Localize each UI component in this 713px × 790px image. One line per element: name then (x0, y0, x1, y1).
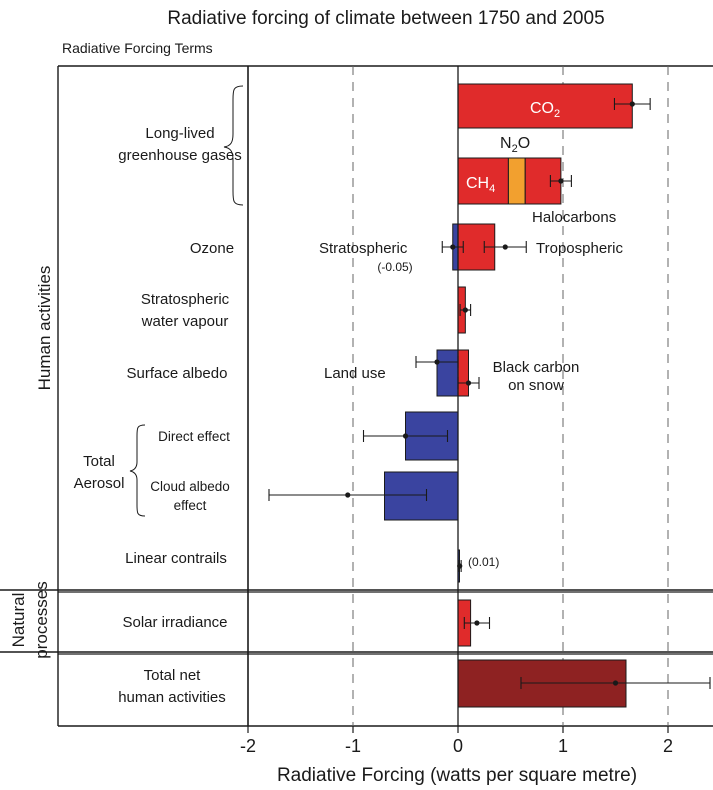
row-label-strat-water-2: water vapour (141, 313, 229, 330)
row-label-net-2: human activities (118, 689, 226, 706)
co2-label: CO2 (530, 100, 560, 120)
bar-n2o (507, 157, 526, 205)
x-tick-label: 2 (663, 736, 673, 756)
error-bar-aerosol-cloud (268, 489, 428, 501)
row-label-contrails: Linear contrails (125, 550, 227, 567)
bars (384, 83, 633, 708)
group-natural: Natural (9, 593, 28, 648)
row-label-solar: Solar irradiance (122, 614, 227, 631)
x-ticks: -2 -1 0 1 2 (240, 726, 673, 756)
error-bars (268, 98, 711, 689)
n2o-label: N2O (500, 135, 530, 155)
land-use-label: Land use (324, 365, 386, 382)
x-tick-label: -1 (345, 736, 361, 756)
stratospheric-label: Stratospheric (319, 240, 408, 257)
row-label-aerosol-2: Aerosol (74, 475, 125, 492)
bar-black-carbon (457, 349, 469, 397)
row-label-surface-albedo: Surface albedo (127, 365, 228, 382)
ghg-brace (223, 85, 244, 206)
row-label-strat-water-1: Stratospheric (141, 291, 230, 308)
contrails-value: (0.01) (468, 555, 499, 569)
row-label-ghg-1: Long-lived (145, 125, 214, 142)
chart-frame (0, 65, 713, 727)
group-natural-processes: processes (32, 581, 51, 658)
row-label-cloud-2: effect (174, 498, 207, 513)
bar-aerosol-cloud (384, 471, 459, 521)
halocarbons-label: Halocarbons (532, 209, 616, 226)
error-bar-ozone-strat (441, 241, 464, 253)
error-bar-solar (463, 617, 491, 629)
x-tick-label: 1 (558, 736, 568, 756)
aerosol-sublabels: Direct effect Cloud albedo effect (150, 429, 230, 513)
bar-annotations: CO2 CH4 N2O Halocarbons Stratospheric (-… (319, 100, 623, 569)
group-human-activities: Human activities (35, 266, 54, 391)
row-label-aerosol-1: Total (83, 453, 115, 470)
error-bar-aerosol-direct (362, 430, 449, 442)
row-label-ozone: Ozone (190, 240, 234, 257)
error-bar-strat-water (459, 304, 472, 316)
grid-lines (352, 66, 669, 726)
error-bar-halocarbons (549, 175, 572, 187)
aerosol-brace (129, 424, 146, 517)
x-tick-label: -2 (240, 736, 256, 756)
chart-title: Radiative forcing of climate between 175… (167, 8, 604, 29)
bar-land-use (436, 349, 459, 397)
ch4-label: CH4 (466, 175, 495, 195)
black-carbon-label-2: on snow (508, 377, 564, 394)
error-bar-co2 (613, 98, 651, 110)
stratospheric-value: (-0.05) (377, 260, 412, 274)
row-label-net-1: Total net (144, 667, 202, 684)
column-header: Radiative Forcing Terms (62, 40, 213, 56)
tropospheric-label: Tropospheric (536, 240, 623, 257)
row-label-cloud-1: Cloud albedo (150, 479, 230, 494)
row-label-ghg-2: greenhouse gases (118, 147, 241, 164)
row-label-direct-effect: Direct effect (158, 429, 230, 444)
x-tick-label: 0 (453, 736, 463, 756)
row-labels: Long-lived greenhouse gases Ozone Strato… (74, 125, 242, 706)
error-bar-net (520, 677, 711, 689)
error-bar-ozone-trop (483, 241, 527, 253)
black-carbon-label-1: Black carbon (493, 359, 580, 376)
x-axis-label: Radiative Forcing (watts per square metr… (277, 765, 637, 786)
